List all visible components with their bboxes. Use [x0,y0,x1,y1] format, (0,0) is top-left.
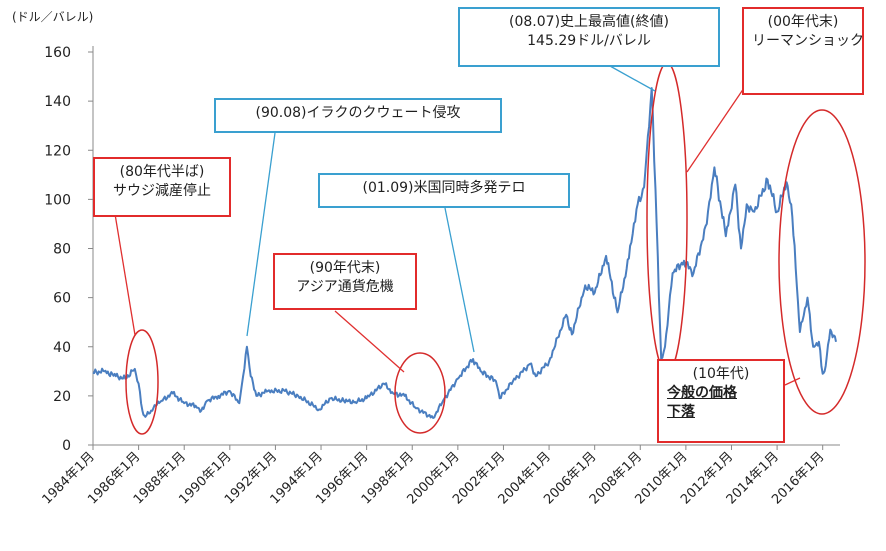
y-tick-label: 40 [53,340,71,356]
annotation-lehman: (00年代末) リーマンショック [742,7,864,95]
y-tick-label: 60 [53,291,71,307]
callout-line-5 [686,87,745,173]
y-axis-unit-label: (ドル／バレル) [12,10,93,24]
y-tick-label: 100 [44,192,71,208]
annotation-iraq-line1: (90.08)イラクのクウェート侵攻 [255,105,461,121]
y-tick-label: 20 [53,389,71,405]
highlight-ellipse-3 [778,109,866,415]
y-tick-label: 80 [53,242,71,258]
annotation-record-line1: (08.07)史上最高値(終値) [509,14,669,30]
annotation-2010s-line2: 今般の価格 [667,385,737,401]
y-tick-label: 160 [44,45,71,61]
highlight-ellipse-0 [125,329,159,435]
annotation-saudi-line2: サウジ減産停止 [113,183,211,199]
annotation-asia-line1: (90年代末) [309,260,381,276]
annotation-saudi: (80年代半ば) サウジ減産停止 [93,157,231,217]
annotation-saudi-line1: (80年代半ば) [119,164,205,180]
annotation-911: (01.09)米国同時多発テロ [318,173,570,208]
callout-line-4 [609,65,656,92]
annotation-record-high: (08.07)史上最高値(終値) 145.29ドル/バレル [458,7,720,67]
y-tick-label: 140 [44,94,71,110]
annotation-asia: (90年代末) アジア通貨危機 [273,253,417,310]
annotation-asia-line2: アジア通貨危機 [296,279,394,295]
annotation-lehman-line1: (00年代末) [767,14,839,30]
callout-line-0 [114,213,136,336]
highlight-ellipse-1 [394,352,446,434]
callout-line-1 [246,132,276,337]
callout-line-6 [784,377,801,386]
annotation-2010s: (10年代) 今般の価格 下落 [657,359,785,443]
annotation-lehman-line2: リーマンショック [752,33,864,49]
callout-line-3 [334,310,405,373]
annotation-2010s-line1: (10年代) [692,366,750,382]
annotation-iraq: (90.08)イラクのクウェート侵攻 [214,98,502,133]
callout-line-2 [444,207,475,353]
y-tick-label: 120 [44,143,71,159]
price-series-line-0 [92,87,837,419]
annotation-911-line1: (01.09)米国同時多発テロ [362,180,526,196]
annotation-2010s-line3: 下落 [667,404,695,420]
y-tick-label: 0 [62,438,71,454]
annotation-record-line2: 145.29ドル/バレル [527,33,651,49]
